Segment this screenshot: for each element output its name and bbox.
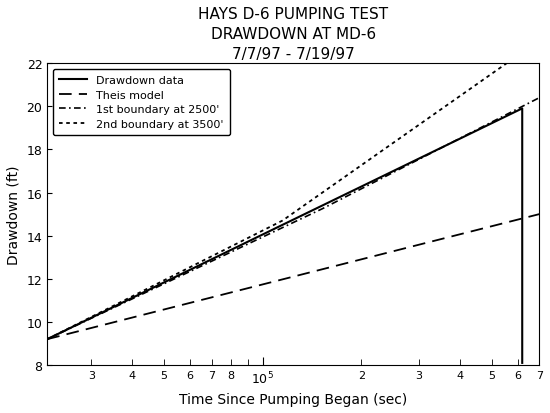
2nd boundary at 3500': [170, 273, 177, 278]
2nd boundary at 3500': [73, 323, 79, 328]
Drawdown data: [519, 361, 526, 366]
Drawdown data: [376, 176, 383, 181]
2nd boundary at 3500': [494, 68, 501, 73]
1st boundary at 2500': [44, 337, 51, 342]
X-axis label: Time Since Pumping Began (sec): Time Since Pumping Began (sec): [179, 392, 408, 406]
Drawdown data: [198, 262, 205, 267]
1st boundary at 2500': [190, 268, 197, 273]
Title: HAYS D-6 PUMPING TEST
DRAWDOWN AT MD-6
7/7/97 - 7/19/97: HAYS D-6 PUMPING TEST DRAWDOWN AT MD-6 7…: [199, 7, 388, 62]
1st boundary at 2500': [146, 289, 152, 294]
2nd boundary at 3500': [132, 293, 139, 298]
1st boundary at 2500': [536, 96, 543, 101]
1st boundary at 2500': [514, 107, 521, 112]
Line: 1st boundary at 2500': 1st boundary at 2500': [47, 98, 540, 339]
2nd boundary at 3500': [63, 327, 69, 332]
Drawdown data: [44, 337, 51, 342]
Theis model: [337, 263, 344, 268]
Drawdown data: [519, 107, 526, 112]
Drawdown data: [495, 118, 502, 123]
Drawdown data: [432, 149, 438, 154]
Theis model: [345, 261, 352, 266]
Line: Drawdown data: Drawdown data: [47, 109, 522, 363]
1st boundary at 2500': [66, 326, 73, 331]
Legend: Drawdown data, Theis model, 1st boundary at 2500', 2nd boundary at 3500': Drawdown data, Theis model, 1st boundary…: [53, 69, 230, 136]
1st boundary at 2500': [498, 115, 505, 120]
Drawdown data: [498, 116, 505, 121]
2nd boundary at 3500': [478, 80, 485, 85]
Line: Theis model: Theis model: [47, 214, 540, 339]
2nd boundary at 3500': [519, 51, 526, 56]
2nd boundary at 3500': [44, 337, 51, 342]
Y-axis label: Drawdown (ft): Drawdown (ft): [7, 165, 21, 264]
Theis model: [459, 232, 465, 237]
Theis model: [536, 212, 543, 217]
Theis model: [336, 263, 342, 268]
1st boundary at 2500': [77, 321, 84, 326]
Theis model: [46, 337, 52, 342]
Line: 2nd boundary at 3500': 2nd boundary at 3500': [47, 53, 522, 339]
Theis model: [490, 224, 497, 229]
Theis model: [44, 337, 51, 342]
Drawdown data: [482, 124, 489, 129]
